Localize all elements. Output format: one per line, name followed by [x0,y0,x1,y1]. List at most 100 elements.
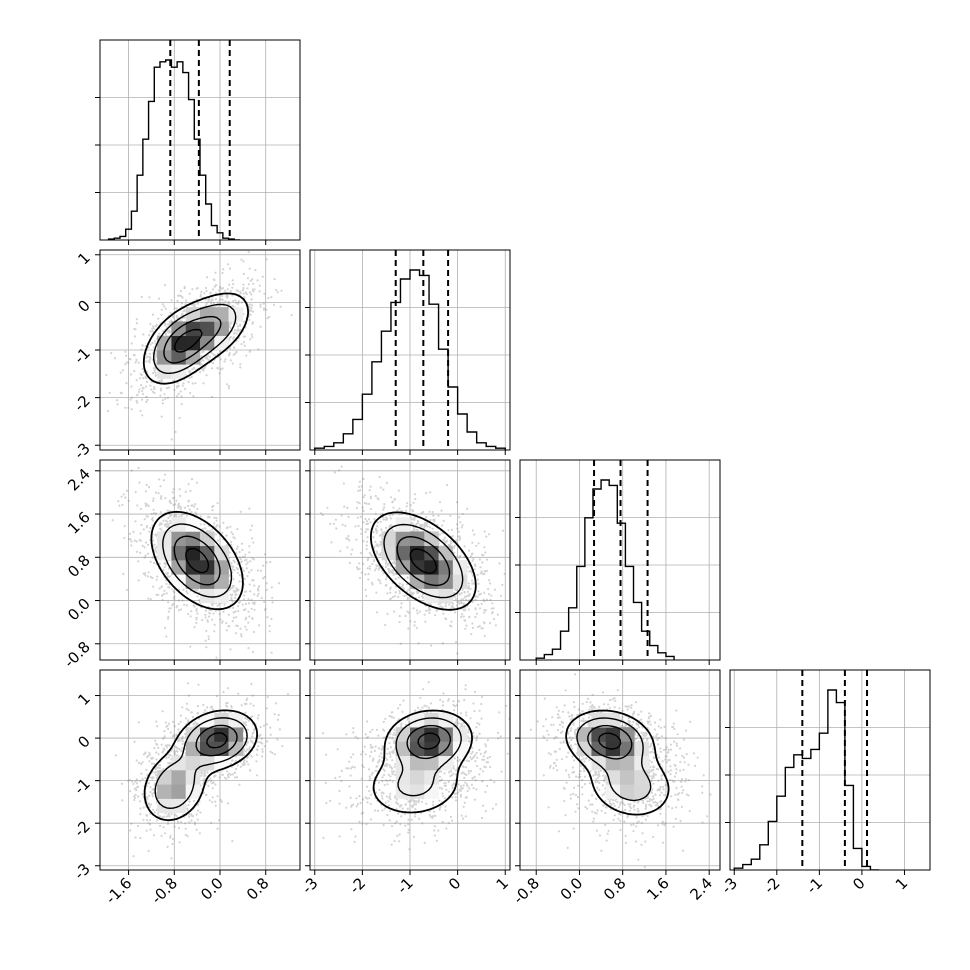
density-cell [410,531,425,547]
histogram-step-line [107,59,240,240]
contour-1-sigma [406,724,452,760]
contour-1-sigma [163,315,222,364]
density-cell [577,741,592,757]
density-panel-3-4 [520,670,720,870]
density-panel-1-2 [100,250,300,450]
density-cell [200,321,215,337]
contour-1-sigma [173,535,221,586]
density-cell [171,784,187,799]
contour-2-sigma [142,292,249,385]
density-cell [157,784,172,799]
density-cell [438,588,454,604]
density-cell [185,727,201,742]
contour-2-sigma [565,709,670,816]
y-tick-label--0.8: -0.8 [60,638,93,671]
density-cell [424,727,439,742]
density-cell [185,741,201,757]
density-cell [171,755,187,771]
density-cell [410,574,425,589]
density-cell [200,741,215,757]
density-cell [591,727,607,742]
x-tick-label-1: 1 [892,874,911,893]
density-cell [410,770,425,785]
contour-0.5-sigma [185,547,210,574]
histogram-panel-1 [100,40,300,240]
y-tick-label--1: -1 [71,344,94,367]
y-tick-label--1: -1 [71,775,94,798]
density-cell [424,545,439,561]
y-tick-label--2: -2 [71,392,94,415]
density-cell [200,560,215,575]
contour-1.5-sigma [154,717,248,809]
x-tick-label--3: -3 [298,874,321,897]
histogram-frame [99,39,301,241]
x-tick-label-1.6: 1.6 [643,874,673,904]
contour-1.5-sigma [395,717,462,797]
density-cell [620,770,635,785]
density-cell [214,712,229,728]
density-panel-1-3 [100,460,300,660]
density-cell [200,712,215,728]
density-cell [185,755,201,771]
panel-frame [99,669,301,871]
density-cell [214,727,229,742]
x-tick-label--3: -3 [718,874,741,897]
histogram-step-line [733,689,879,870]
density-cell [410,784,425,799]
density-cell [634,784,649,799]
density-cell [185,350,201,365]
x-tick-label--1.6: -1.6 [102,874,135,907]
density-cell [200,755,215,771]
density-cell [605,784,621,799]
contour-0.5-sigma [598,732,622,750]
x-tick-label--0.8: -0.8 [510,874,543,907]
contour-2-sigma [370,511,477,611]
y-tick-label-2.4: 2.4 [64,465,94,495]
density-cell [424,574,439,589]
density-cell [395,545,411,561]
density-cell [171,770,187,785]
density-cell [634,741,649,757]
x-tick-label--1: -1 [394,874,417,897]
y-tick-label--3: -3 [71,439,94,462]
contour-1.5-sigma [153,303,237,374]
density-cell [228,741,244,757]
x-tick-label-0: 0 [849,874,868,893]
histogram-panel-3 [520,460,720,660]
density-cell [410,545,425,561]
x-tick-label-0.0: 0.0 [197,874,227,904]
density-cell [185,545,201,561]
density-cell [424,712,439,728]
x-tick-label-0.8: 0.8 [243,874,273,904]
x-tick-label-1: 1 [493,874,512,893]
y-tick-label-1: 1 [74,249,93,268]
histogram-step-line [535,479,675,660]
density-cell [185,531,201,547]
contour-2-sigma [372,709,473,814]
density-cell [620,784,635,799]
density-cell [591,712,607,728]
contour-2-sigma [143,709,258,821]
x-tick-label--1: -1 [803,874,826,897]
y-tick-label--2: -2 [71,817,94,840]
density-cell [200,307,215,322]
y-tick-label-0.8: 0.8 [64,551,94,581]
x-tick-label--2: -2 [760,874,783,897]
y-tick-label-0: 0 [74,296,93,315]
y-tick-label-0.0: 0.0 [64,595,94,625]
density-cell [410,755,425,771]
density-cell [157,798,172,814]
density-cell [171,545,187,561]
y-tick-label-0: 0 [74,732,93,751]
contour-1-sigma [195,724,238,757]
contour-1.5-sigma [162,523,233,598]
x-tick-label--0.8: -0.8 [148,874,181,907]
density-cell [591,755,607,771]
x-tick-label-0.8: 0.8 [600,874,630,904]
contour-1-sigma [587,724,633,760]
density-cell [214,755,229,771]
density-cell [620,755,635,771]
density-cell [381,545,397,561]
contour-1.5-sigma [576,717,652,802]
